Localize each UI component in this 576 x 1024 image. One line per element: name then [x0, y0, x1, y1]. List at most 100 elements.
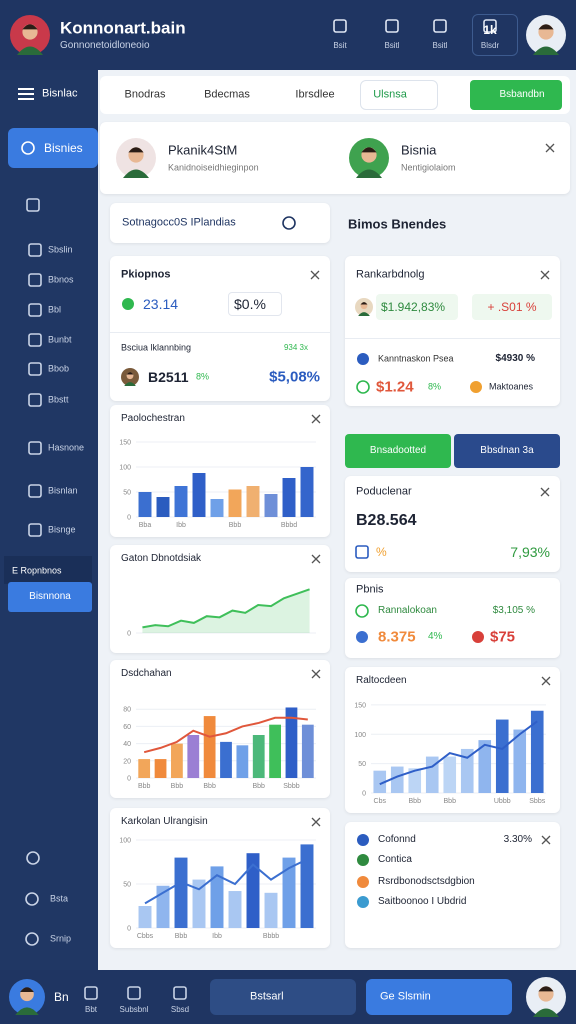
tab[interactable]: Bdecmas — [204, 88, 250, 101]
bottom-label[interactable]: Subsbnl — [119, 1005, 149, 1014]
sidebar-bottom-item[interactable]: Srnip — [50, 933, 72, 944]
close-button[interactable] — [541, 835, 551, 845]
plans-card — [345, 578, 560, 658]
sidebar-item[interactable]: Bbnos — [48, 274, 74, 285]
close-button[interactable] — [541, 676, 551, 686]
x-tick-label: Cbs — [374, 798, 387, 805]
sidebar-item[interactable]: Bbob — [48, 363, 70, 374]
app-title: Konnonart.bain — [60, 18, 186, 38]
tab-action-button[interactable] — [470, 80, 562, 110]
card-title: Pkiopnos — [121, 268, 171, 281]
sidebar-item[interactable]: Bisnge — [48, 524, 76, 535]
sidebar-item-icon — [28, 243, 42, 257]
button-label: Bnsadootted — [369, 445, 427, 456]
plans-icon — [472, 631, 484, 643]
bar — [269, 724, 281, 778]
bar — [220, 741, 232, 778]
sidebar-item[interactable]: Hasnone — [48, 442, 85, 453]
sidebar-item[interactable]: Bbstt — [48, 394, 69, 405]
avatar-hair — [360, 302, 368, 305]
sidebar-item-icon — [28, 441, 42, 455]
sidebar-section: E Ropnbnos — [12, 565, 62, 576]
bottom-icon — [173, 986, 187, 1000]
bar — [264, 494, 278, 517]
bar — [171, 743, 183, 778]
profile-card — [100, 122, 570, 194]
plans-amount: $75 — [490, 628, 516, 646]
sidebar-section-bg — [4, 556, 92, 584]
sidebar-item-icon — [28, 393, 42, 407]
bar — [187, 735, 200, 778]
chart: 0 50 100 150 Bba Ibb Bbb Bbbd — [119, 440, 316, 529]
stat-amount-pct: 8% — [196, 371, 210, 382]
avatar-hair — [20, 987, 34, 992]
close-button[interactable] — [311, 817, 321, 827]
button-navy[interactable] — [454, 434, 560, 468]
sidebar-item[interactable]: Sbslin — [48, 244, 73, 255]
bottom-icon — [84, 986, 98, 1000]
header-icon — [385, 19, 399, 33]
close-button[interactable] — [311, 414, 321, 424]
sidebar-active[interactable] — [8, 582, 92, 612]
row-icon — [357, 353, 369, 365]
sidebar-item-icon — [28, 273, 42, 287]
header-icon-label[interactable]: Bsitl — [384, 41, 400, 50]
close-button[interactable] — [540, 487, 550, 497]
list-item[interactable]: Cofonnd — [378, 834, 416, 845]
header-icon — [483, 19, 497, 33]
sidebar-item-icon — [28, 333, 42, 347]
plans-value: $3,105 % — [492, 605, 535, 616]
sidebar-bottom-item[interactable]: Bsta — [50, 893, 69, 904]
close-button[interactable] — [310, 270, 320, 280]
button-green[interactable] — [345, 434, 451, 468]
y-tick-label: 100 — [354, 732, 366, 739]
bar — [282, 478, 296, 517]
chart-title: Raltocdeen — [356, 675, 407, 686]
list-item[interactable]: Rsrdbonodsctsdgbion — [378, 876, 475, 887]
icon-shape — [355, 604, 369, 618]
list-item[interactable]: Contica — [378, 854, 412, 865]
ranking-value-box — [376, 294, 458, 320]
bar — [252, 735, 265, 778]
list-item[interactable]: Saitboonoo I Ubdrid — [378, 896, 467, 907]
header-icon-label[interactable]: Blsdr — [480, 41, 500, 50]
bar — [228, 489, 242, 517]
tab[interactable]: Ibrsdlee — [295, 88, 335, 101]
close-button[interactable] — [545, 143, 555, 153]
close-button[interactable] — [311, 554, 321, 564]
sidebar-search-button[interactable] — [8, 128, 98, 168]
bottom-label[interactable]: Bbt — [84, 1005, 98, 1014]
close-button[interactable] — [540, 270, 550, 280]
product-card — [345, 476, 560, 572]
icon-shape — [28, 303, 42, 317]
icon-shape — [84, 986, 98, 1000]
bottom-action[interactable] — [366, 979, 512, 1015]
plans-amount: 8.375 — [378, 628, 416, 646]
icon-shape — [472, 631, 484, 643]
sidebar-item[interactable]: Bbl — [48, 304, 62, 315]
bar — [156, 885, 170, 928]
ranking-delta: + .S01 % — [487, 300, 537, 314]
y-tick-label: 150 — [354, 702, 366, 709]
sidebar-item[interactable]: Bisnlan — [48, 485, 78, 496]
stat-pct-box — [228, 292, 282, 316]
bottom-label[interactable]: Sbsd — [170, 1005, 190, 1014]
x-tick-label: Ibb — [176, 522, 186, 529]
x-tick-label: Sbbs — [529, 798, 545, 805]
header-icon-label[interactable]: Bsitl — [432, 41, 448, 50]
header-icon-label[interactable]: Bsit — [333, 41, 347, 50]
sidebar-item[interactable]: Bunbt — [48, 334, 72, 345]
icon-shape — [28, 484, 42, 498]
bottom-button[interactable] — [210, 979, 356, 1015]
divider — [345, 338, 560, 339]
search-box — [110, 203, 330, 243]
bar — [264, 892, 278, 928]
bar — [228, 891, 242, 928]
x-tick-label: Bba — [139, 522, 152, 529]
row-value: $4930 % — [495, 353, 535, 364]
tab[interactable]: Ulsnsa — [373, 88, 407, 101]
x-tick-label: Bbb — [203, 783, 216, 790]
tab-action-label: Bsbandbn — [499, 89, 545, 100]
tab[interactable]: Bnodras — [124, 88, 166, 101]
close-button[interactable] — [311, 669, 321, 679]
